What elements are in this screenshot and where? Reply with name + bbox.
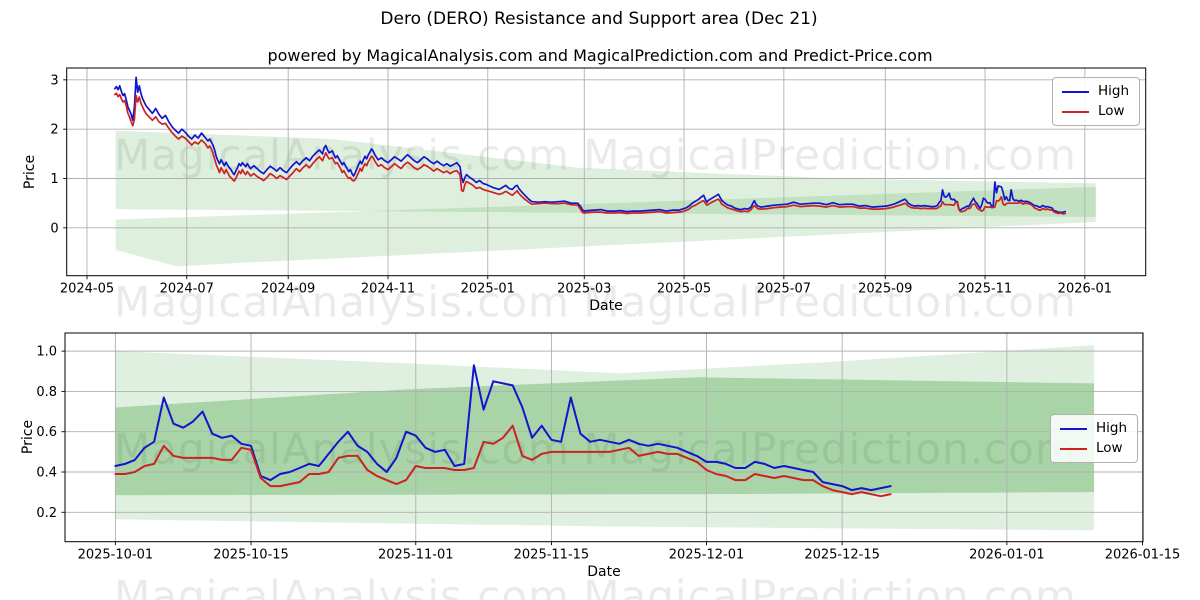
legend-item-high: High [1061, 83, 1129, 99]
x-tick-label: 2025-01 [461, 282, 515, 297]
legend-label-low: Low [1097, 103, 1125, 119]
y-tick-label: 1 [50, 172, 58, 187]
x-tick-label: 2026-01-01 [969, 548, 1045, 563]
resistance-area-band [115, 130, 1096, 217]
y-tick-label: 0.6 [36, 425, 57, 440]
legend-item-low: Low [1059, 440, 1127, 456]
x-tick-label: 2025-12-15 [804, 548, 880, 563]
chart-full-history: 2024-05 2024-07 2024-09 2024-11 2025-01 2025-… [50, 67, 1147, 297]
x-tick-label: 2024-07 [160, 282, 214, 297]
x-tick-label: 2024-11 [361, 282, 415, 297]
legend-label-high: High [1097, 83, 1129, 99]
legend-label-high: High [1095, 420, 1127, 436]
x-tick-label: 2026-01 [1058, 282, 1112, 297]
x-tick-label: 2026-01-15 [1105, 548, 1181, 563]
x-tick-label: 2025-11 [958, 282, 1012, 297]
watermark-text: MagicalAnalysis.com [114, 424, 570, 474]
x-tick-label: 2025-11-01 [378, 548, 454, 563]
chart-recent-zoom: 2025-10-01 2025-10-15 2025-11-01 2025-11-15… [36, 332, 1181, 563]
y-tick-label: 3 [50, 73, 58, 88]
low-line-sample [1059, 447, 1087, 450]
x-tick-label: 2025-03 [557, 282, 611, 297]
watermark-text: MagicalPrediction.com [583, 571, 1077, 600]
plot-border [64, 332, 1144, 543]
subtitle: powered by MagicalAnalysis.com and Magic… [267, 46, 933, 65]
x-tick-label: 2024-09 [261, 282, 315, 297]
y-axis-label-bottom: Price [20, 419, 36, 455]
y-tick-label: 0.4 [36, 465, 57, 480]
y-axis-label-top: Price [22, 154, 38, 190]
x-tick-label: 2025-05 [657, 282, 711, 297]
y-tick-label: 0.8 [36, 385, 57, 400]
inner-area-band [115, 377, 1095, 496]
high-series-line [114, 364, 892, 492]
y-tick-label: 0 [50, 221, 58, 236]
watermark-text: MagicalPrediction.com [583, 130, 1077, 180]
y-tick-label: 2 [50, 123, 58, 138]
high-series-line [113, 76, 1067, 214]
low-series-line [114, 424, 892, 498]
y-tick-label: 0.2 [36, 506, 57, 521]
high-line-sample [1061, 90, 1089, 93]
legend-item-low: Low [1061, 103, 1129, 119]
legend-top: High Low [1051, 77, 1140, 126]
x-tick-label: 2025-12-01 [669, 548, 745, 563]
x-tick-label: 2025-07 [757, 282, 811, 297]
x-tick-label: 2025-10-01 [78, 548, 154, 563]
x-axis-label-bottom: Date [587, 564, 621, 580]
x-tick-label: 2025-10-15 [213, 548, 289, 563]
x-tick-label: 2024-05 [60, 282, 114, 297]
low-line-sample [1061, 110, 1089, 113]
low-series-line [113, 92, 1067, 215]
watermark-text: MagicalAnalysis.com [114, 571, 570, 600]
page-title: Dero (DERO) Resistance and Support area … [380, 9, 818, 29]
watermark-text: MagicalAnalysis.com [114, 277, 570, 327]
legend-bottom: High Low [1049, 414, 1138, 463]
watermark-text: MagicalPrediction.com [583, 277, 1077, 327]
legend-label-low: Low [1095, 440, 1123, 456]
plot-border [66, 67, 1147, 277]
x-tick-label: 2025-11-15 [514, 548, 590, 563]
y-tick-label: 1.0 [36, 345, 57, 360]
x-axis-label-top: Date [589, 298, 623, 314]
high-line-sample [1059, 427, 1087, 430]
legend-item-high: High [1059, 420, 1127, 436]
x-tick-label: 2025-09 [858, 282, 912, 297]
watermark-text: MagicalPrediction.com [583, 424, 1077, 474]
